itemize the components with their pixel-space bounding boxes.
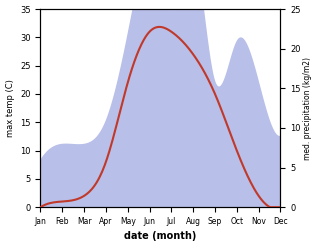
Y-axis label: max temp (C): max temp (C) [5, 79, 15, 137]
Y-axis label: med. precipitation (kg/m2): med. precipitation (kg/m2) [303, 57, 313, 160]
X-axis label: date (month): date (month) [124, 231, 197, 242]
